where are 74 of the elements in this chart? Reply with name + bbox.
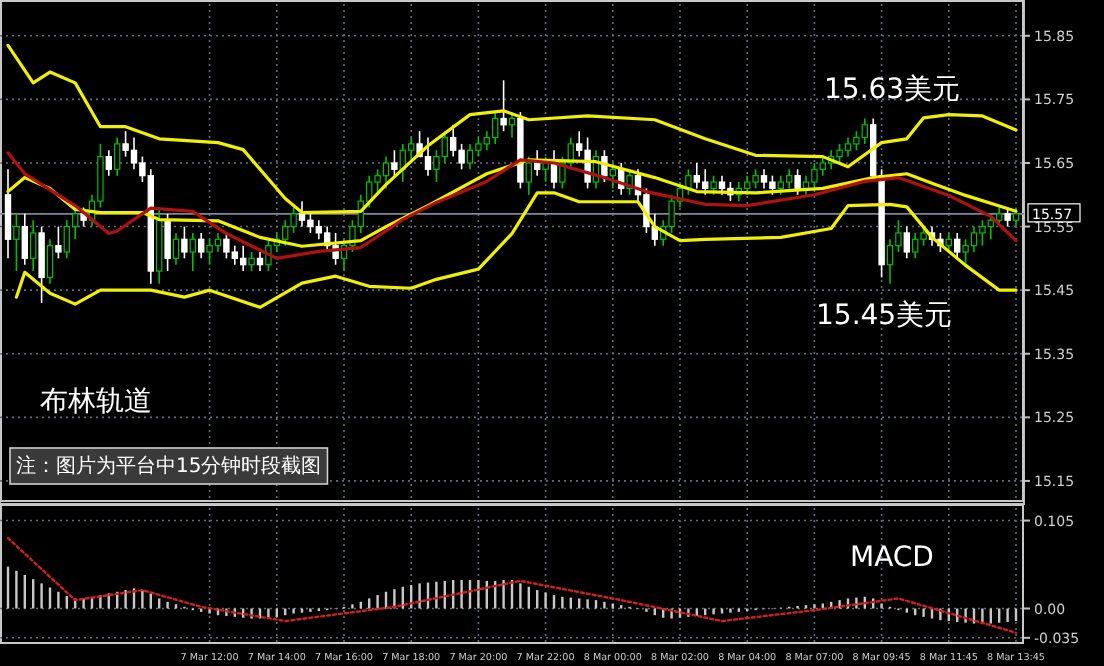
candlestick xyxy=(164,213,171,272)
candlestick xyxy=(4,168,12,260)
candlestick xyxy=(307,213,314,234)
annotation: 注：图片为平台中15分钟时段截图 xyxy=(16,454,322,478)
candlestick xyxy=(30,219,37,272)
candlestick xyxy=(668,193,675,234)
candlestick xyxy=(450,124,457,158)
candlestick xyxy=(382,155,390,190)
line-series xyxy=(6,158,1018,248)
candlestick xyxy=(996,206,1003,228)
candlestick xyxy=(298,200,306,228)
candlestick xyxy=(786,168,793,190)
candlestick xyxy=(710,174,717,196)
annotation: 布林轨道 xyxy=(40,386,152,418)
line-series xyxy=(6,536,1018,634)
candlestick xyxy=(391,149,398,177)
candlestick xyxy=(114,136,121,177)
candlestick xyxy=(315,219,322,241)
candlestick xyxy=(63,219,70,260)
candlestick xyxy=(441,130,448,164)
line-series xyxy=(6,151,1018,260)
candlestick xyxy=(760,168,768,190)
candlestick xyxy=(248,251,255,272)
candlestick xyxy=(38,225,45,304)
candlestick xyxy=(844,136,852,158)
candlestick xyxy=(970,225,978,253)
candlestick xyxy=(172,232,180,266)
candlestick xyxy=(962,238,969,266)
candlestick xyxy=(525,155,532,196)
annotation: MACD xyxy=(850,542,934,574)
candlestick xyxy=(853,130,860,152)
candlestick xyxy=(189,232,196,272)
candlestick xyxy=(685,168,692,196)
candlestick xyxy=(181,225,188,260)
candlestick xyxy=(819,155,826,177)
candlestick xyxy=(458,143,465,171)
candlestick xyxy=(769,174,776,196)
candlestick xyxy=(206,238,213,266)
candlestick xyxy=(282,219,289,247)
candlestick xyxy=(702,168,709,196)
candlestick xyxy=(861,117,868,145)
annotation: 15.45美元 xyxy=(816,300,953,332)
candlestick xyxy=(424,136,432,177)
candlestick xyxy=(231,244,238,266)
candlestick xyxy=(198,232,205,260)
candlestick xyxy=(21,213,28,266)
candlestick xyxy=(46,238,54,285)
candlestick xyxy=(130,136,138,171)
candlestick xyxy=(223,232,230,260)
candlestick xyxy=(718,174,726,196)
candlestick xyxy=(811,162,818,190)
candlestick xyxy=(492,111,499,145)
candlestick xyxy=(374,168,381,196)
candlestick xyxy=(408,136,415,164)
candlestick xyxy=(500,79,507,132)
candlestick xyxy=(693,162,700,190)
candlestick xyxy=(290,206,297,234)
candlestick xyxy=(475,136,482,158)
candlestick xyxy=(794,168,801,196)
candlestick xyxy=(777,174,784,196)
candlestick xyxy=(886,238,894,285)
annotation: 15.63美元 xyxy=(824,74,961,106)
candlestick xyxy=(105,149,112,177)
candlestick xyxy=(979,219,986,247)
candlestick xyxy=(466,143,474,171)
candlestick xyxy=(752,168,759,190)
candlestick xyxy=(912,232,919,260)
candlestick xyxy=(55,225,62,260)
candlestick xyxy=(903,225,910,260)
candlestick xyxy=(744,174,751,196)
candlestick xyxy=(122,130,129,158)
candlestick xyxy=(954,232,961,260)
candlestick xyxy=(13,213,20,272)
candlestick xyxy=(836,143,843,164)
